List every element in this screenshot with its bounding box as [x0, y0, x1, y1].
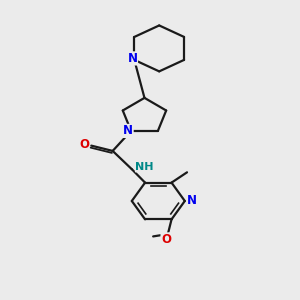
Text: N: N — [187, 194, 197, 208]
Text: O: O — [161, 233, 171, 246]
Text: NH: NH — [135, 162, 154, 172]
Text: N: N — [128, 52, 137, 65]
Text: N: N — [123, 124, 133, 137]
Text: O: O — [79, 138, 89, 151]
